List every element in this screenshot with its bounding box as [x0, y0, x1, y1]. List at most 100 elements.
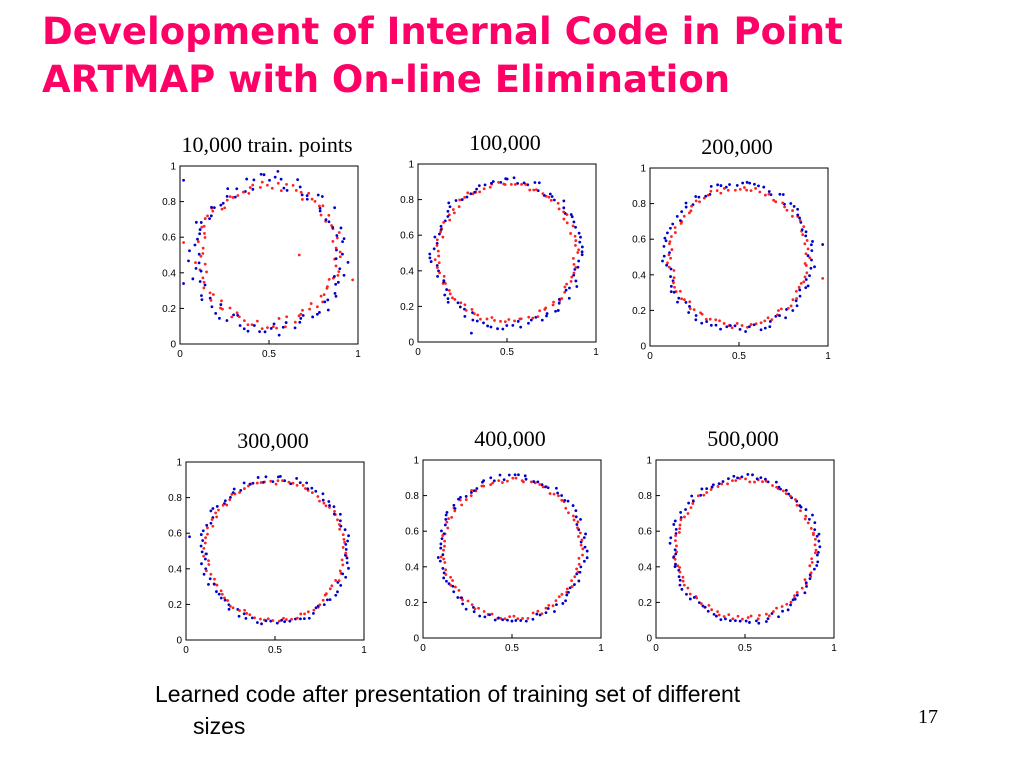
blue-point: [439, 542, 443, 546]
blue-point: [481, 480, 484, 484]
red-point: [682, 214, 686, 218]
red-point: [675, 550, 679, 554]
red-point: [205, 270, 208, 274]
red-point: [338, 523, 341, 526]
plot-frame: [179, 165, 359, 345]
blue-point: [719, 327, 722, 331]
red-point: [334, 264, 338, 268]
blue-point: [574, 225, 577, 229]
red-point: [511, 476, 515, 480]
red-point: [691, 502, 695, 505]
outlier-point: [297, 253, 301, 257]
y-tick-label: 1: [176, 458, 182, 469]
y-tick-label: 0.4: [632, 270, 646, 281]
plot-frame: [185, 461, 365, 641]
red-point: [201, 246, 205, 250]
blue-point: [804, 230, 808, 234]
blue-point: [524, 619, 528, 623]
blue-point: [572, 273, 576, 277]
red-point: [202, 280, 206, 284]
blue-point: [662, 254, 666, 258]
red-point: [532, 188, 536, 192]
red-point: [709, 488, 713, 491]
blue-point: [280, 618, 284, 622]
red-point: [285, 182, 288, 186]
blue-point: [200, 294, 203, 298]
blue-point: [770, 612, 774, 615]
blue-point: [299, 316, 303, 320]
red-point: [668, 240, 672, 243]
red-point: [577, 562, 581, 566]
blue-point: [748, 325, 751, 329]
blue-point: [217, 592, 221, 596]
blue-point: [815, 564, 819, 567]
red-point: [215, 515, 219, 519]
red-point: [253, 616, 256, 620]
panel-label-3: 200,000: [701, 134, 773, 159]
blue-point: [499, 180, 503, 184]
blue-point: [490, 181, 493, 185]
red-point: [530, 480, 533, 484]
blue-point: [688, 305, 691, 308]
red-point: [791, 209, 794, 212]
blue-point: [438, 232, 441, 236]
blue-point: [787, 492, 790, 496]
blue-point: [582, 536, 586, 540]
blue-point: [310, 486, 314, 490]
red-point: [570, 275, 574, 279]
blue-point: [279, 177, 283, 181]
blue-point: [505, 324, 509, 327]
blue-point: [248, 482, 252, 486]
scatter-plot-3: 0 0.2 0.4 0.6 0.8 1 0 0.5 1: [632, 164, 831, 363]
blue-point: [688, 597, 692, 601]
blue-point: [263, 330, 267, 334]
blue-point: [540, 483, 544, 487]
y-tick-label: 0.2: [638, 598, 652, 609]
blue-point: [448, 205, 452, 209]
blue-point: [809, 243, 813, 247]
blue-point: [328, 504, 331, 507]
blue-point: [567, 296, 571, 300]
blue-point: [237, 614, 241, 618]
blue-point: [781, 609, 784, 613]
blue-point: [778, 192, 782, 196]
red-point: [688, 592, 692, 596]
red-point: [786, 306, 790, 310]
blue-point: [464, 495, 468, 498]
red-point: [797, 285, 801, 289]
red-point: [780, 605, 784, 608]
blue-point: [762, 185, 766, 189]
red-point: [230, 315, 234, 319]
blue-point: [763, 326, 767, 330]
blue-point: [276, 475, 280, 479]
blue-point: [324, 218, 328, 222]
red-point: [513, 319, 516, 323]
red-point: [682, 583, 686, 587]
blue-point: [705, 320, 709, 324]
blue-point: [338, 267, 342, 271]
red-point: [203, 541, 207, 545]
red-point: [219, 589, 223, 593]
red-point: [758, 190, 762, 194]
red-point: [202, 286, 206, 290]
blue-point: [805, 584, 808, 588]
blue-point: [716, 183, 720, 187]
blue-point: [252, 178, 256, 182]
red-point: [704, 317, 708, 321]
blue-point: [579, 540, 583, 544]
red-point: [441, 235, 445, 239]
blue-point: [795, 593, 799, 597]
blue-point: [767, 190, 771, 193]
red-point: [258, 185, 262, 189]
red-point: [571, 514, 575, 518]
blue-point: [488, 613, 492, 617]
red-point: [444, 573, 448, 576]
y-tick-label: 0.2: [405, 598, 419, 609]
red-point: [673, 285, 676, 289]
blue-point: [755, 619, 758, 623]
blue-point: [738, 619, 742, 623]
red-point: [435, 244, 439, 247]
red-point: [795, 297, 799, 300]
blue-point: [798, 294, 802, 298]
red-point: [743, 186, 746, 189]
